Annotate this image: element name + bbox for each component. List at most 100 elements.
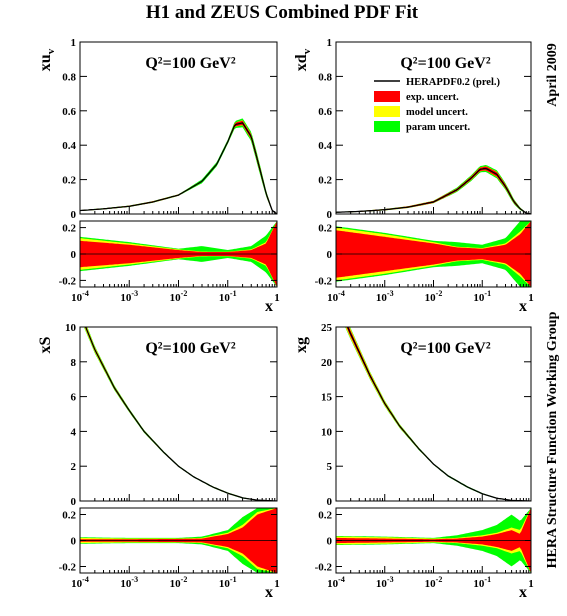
xtick-label-xu_v: 10-1 <box>219 289 237 304</box>
param-band-xS <box>83 327 277 501</box>
ytick-label-xg: 10 <box>321 426 333 438</box>
ratio-ytick-label-xu_v: 0.2 <box>62 223 76 235</box>
legend-label-model: model uncert. <box>406 107 468 118</box>
ytick-label-xd_v: 1 <box>327 37 333 49</box>
xtick-exponent: -4 <box>338 289 345 298</box>
xtick-exponent: -1 <box>484 575 491 584</box>
ratio-ytick-label-xg: 0 <box>327 536 333 548</box>
figure-title: H1 and ZEUS Combined PDF Fit <box>146 2 419 23</box>
central-curve-xu_v <box>80 122 277 214</box>
xtick-label-xg: 1 <box>528 578 534 590</box>
xtick-exponent: -1 <box>230 575 237 584</box>
ytick-label-xS: 2 <box>71 461 77 473</box>
model-band-xg <box>345 327 531 501</box>
xtick-label-xS: 10-4 <box>71 575 89 590</box>
xlabel-xd_v: x <box>519 298 527 315</box>
xtick-label-xS: 10-2 <box>170 575 188 590</box>
ratio-ytick-label-xd_v: -0.2 <box>315 275 333 287</box>
xtick-label-xd_v: 10-1 <box>473 289 491 304</box>
ytick-label-xg: 20 <box>321 357 333 369</box>
ytick-label-xd_v: 0.4 <box>318 140 332 152</box>
main-bands-xu_v <box>80 118 277 214</box>
ratio-ytick-label-xd_v: 0.2 <box>318 223 332 235</box>
ytick-label-xg: 5 <box>327 461 333 473</box>
ratio-ytick-label-xS: 0.2 <box>62 510 76 522</box>
main-bands-xS <box>83 327 277 501</box>
panel-xu_v: 0 0.2 0.4 0.6 0.8 1 xuv Q²=100 GeV² -0.2 0 0.2 10-4… <box>37 37 280 315</box>
model-band-xS <box>84 327 277 501</box>
ytick-label-xS: 10 <box>65 322 77 334</box>
ytick-label-xS: 0 <box>71 496 77 508</box>
xtick-exponent: -3 <box>131 289 138 298</box>
ylabel-xd_v: xdv <box>293 48 313 71</box>
xlabel-xg: x <box>519 584 527 601</box>
legend: HERAPDF0.2 (prel.) exp. uncert. model unce… <box>374 77 501 133</box>
exp-band-xg <box>346 327 531 501</box>
param-band-xg <box>345 327 531 501</box>
xtick-exponent: -2 <box>436 575 443 584</box>
xtick-label-xu_v: 10-2 <box>170 289 188 304</box>
ytick-label-xS: 6 <box>71 392 77 404</box>
xtick-exponent: -4 <box>82 289 89 298</box>
xtick-label-xu_v: 10-4 <box>71 289 89 304</box>
legend-label-param: param uncert. <box>406 122 471 133</box>
ratio-ytick-label-xS: -0.2 <box>59 562 77 574</box>
xtick-exponent: -2 <box>181 575 188 584</box>
main-bands-xd_v <box>336 165 531 214</box>
ytick-label-xg: 15 <box>321 392 333 404</box>
ytick-label-xu_v: 1 <box>71 37 77 49</box>
ratio-ytick-label-xg: 0.2 <box>318 510 332 522</box>
ytick-label-xd_v: 0 <box>327 209 333 221</box>
xtick-exponent: -2 <box>436 289 443 298</box>
legend-label-exp: exp. uncert. <box>406 92 459 103</box>
xtick-label-xg: 10-2 <box>425 575 443 590</box>
ratio-ytick-label-xd_v: 0 <box>327 249 333 261</box>
ratio-ytick-label-xg: -0.2 <box>315 562 333 574</box>
xlabel-xu_v: x <box>265 298 273 315</box>
ytick-label-xS: 4 <box>71 426 77 438</box>
main-bands-xg <box>345 327 531 501</box>
xtick-exponent: -2 <box>181 289 188 298</box>
xtick-exponent: -3 <box>387 575 394 584</box>
side-label-date: April 2009 <box>545 43 560 106</box>
xtick-exponent: -4 <box>338 575 345 584</box>
central-curve-xg <box>347 327 531 501</box>
ytick-label-xg: 25 <box>321 322 333 334</box>
ytick-label-xg: 0 <box>327 496 333 508</box>
ratio-ytick-label-xu_v: 0 <box>71 249 77 261</box>
xtick-label-xu_v: 10-3 <box>120 289 138 304</box>
xtick-label-xu_v: 1 <box>274 292 280 304</box>
ratio-ytick-label-xu_v: -0.2 <box>59 275 77 287</box>
ytick-label-xu_v: 0.8 <box>62 71 76 83</box>
ytick-label-xS: 8 <box>71 357 77 369</box>
q2-label-xd_v: Q²=100 GeV² <box>400 55 490 72</box>
central-curve-xS <box>84 327 277 501</box>
panel-xg: 0 5 10 15 20 25 xg Q²=100 GeV² -0.2 0 0.2 10-4 10-3 1… <box>293 322 534 601</box>
ytick-label-xd_v: 0.2 <box>318 175 332 187</box>
panel-xd_v: 0 0.2 0.4 0.6 0.8 1 xdv Q²=100 GeV² -0.2 0 0.2 10-4… <box>293 37 534 315</box>
legend-swatch-exp <box>374 91 400 102</box>
xtick-label-xd_v: 10-2 <box>425 289 443 304</box>
exp-band-xd_v <box>336 166 531 214</box>
ytick-label-xd_v: 0.6 <box>318 106 332 118</box>
ytick-label-xu_v: 0.6 <box>62 106 76 118</box>
xtick-label-xd_v: 10-3 <box>376 289 394 304</box>
param-band-xd_v <box>336 165 531 214</box>
xtick-label-xS: 10-1 <box>219 575 237 590</box>
ytick-label-xu_v: 0.4 <box>62 140 76 152</box>
xtick-exponent: -3 <box>387 289 394 298</box>
ylabel-xS: xS <box>37 336 54 353</box>
xtick-label-xd_v: 10-4 <box>327 289 345 304</box>
side-label-group: HERA Structure Function Working Group <box>545 311 560 568</box>
ylabel-sub-xu_v: v <box>45 48 57 54</box>
ylabel-xg: xg <box>293 337 310 353</box>
central-curve-xd_v <box>336 167 531 214</box>
legend-swatch-param <box>374 121 400 132</box>
xtick-label-xd_v: 1 <box>528 292 534 304</box>
ytick-label-xu_v: 0.2 <box>62 175 76 187</box>
model-band-xd_v <box>336 166 531 214</box>
xtick-label-xg: 10-4 <box>327 575 345 590</box>
xtick-label-xS: 1 <box>274 578 280 590</box>
